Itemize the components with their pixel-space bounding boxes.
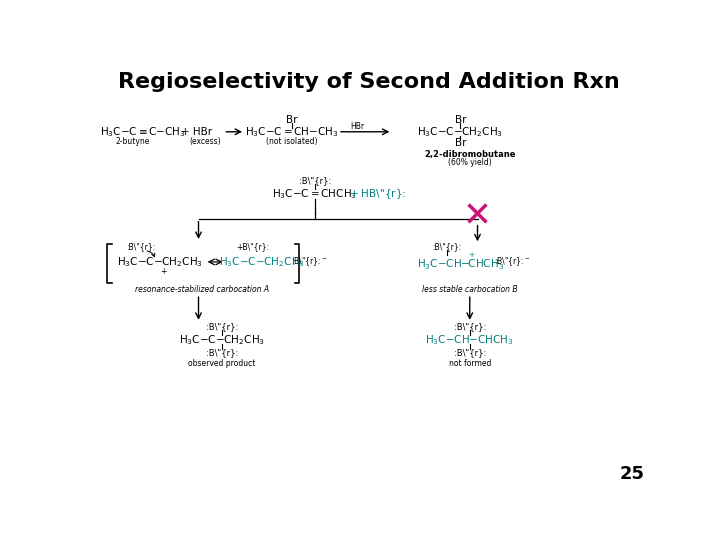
Text: :B\"{r}:: :B\"{r}: [432, 242, 461, 251]
Text: HBr: HBr [351, 122, 364, 131]
Text: Br: Br [286, 115, 297, 125]
Text: +: + [161, 267, 167, 275]
Text: Regioselectivity of Second Addition Rxn: Regioselectivity of Second Addition Rxn [118, 72, 620, 92]
Text: H$_3$C$-$C$-$CH$_2$CH$_3$: H$_3$C$-$C$-$CH$_2$CH$_3$ [418, 125, 503, 139]
Text: H$_3$C$-$C$-$CH$_2$CH$_3$: H$_3$C$-$C$-$CH$_2$CH$_3$ [117, 255, 203, 269]
Text: H$_3$C$-$C$-$CH$_2$CH$_3$: H$_3$C$-$C$-$CH$_2$CH$_3$ [219, 255, 305, 269]
Text: H$_3$C$-$C$-$CH$_2$CH$_3$: H$_3$C$-$C$-$CH$_2$CH$_3$ [179, 334, 265, 347]
Text: :B\"{r}:: :B\"{r}: [126, 242, 155, 251]
Text: 25: 25 [620, 465, 645, 483]
Text: less stable carbocation B: less stable carbocation B [422, 285, 518, 294]
Text: :B\"{r}:: :B\"{r}: [206, 322, 238, 331]
Text: :B\"{r}:: :B\"{r}: [454, 348, 486, 357]
Text: :B\"{r}:$^-$: :B\"{r}:$^-$ [292, 255, 328, 268]
Text: H$_3$C$-$C$=$CH$-$CH$_3$: H$_3$C$-$C$=$CH$-$CH$_3$ [245, 125, 338, 139]
Text: H$_3$C$-$C$\equiv$C$-$CH$_3$: H$_3$C$-$C$\equiv$C$-$CH$_3$ [100, 125, 186, 139]
Text: (excess): (excess) [189, 137, 220, 146]
Text: 2,2-dibromobutane: 2,2-dibromobutane [424, 150, 516, 159]
Text: (not isolated): (not isolated) [266, 137, 318, 146]
FancyArrowPatch shape [147, 251, 155, 256]
Text: not formed: not formed [449, 359, 491, 368]
Text: Br: Br [455, 115, 467, 125]
Text: Br: Br [455, 138, 467, 149]
Text: $+$ HB\"{r}:: $+$ HB\"{r}: [348, 187, 405, 201]
Text: resonance-stabilized carbocation A: resonance-stabilized carbocation A [135, 285, 269, 294]
Text: :B\"{r}:$^-$: :B\"{r}:$^-$ [495, 255, 531, 268]
Text: H$_3$C$-$C$=$CHCH$_3$: H$_3$C$-$C$=$CHCH$_3$ [272, 187, 357, 201]
Text: +B\"{r}:: +B\"{r}: [236, 242, 269, 251]
Text: :B\"{r}:: :B\"{r}: [454, 322, 486, 331]
Text: H$_3$C$-$CH$-$CHCH$_3$: H$_3$C$-$CH$-$CHCH$_3$ [426, 334, 514, 347]
Text: observed product: observed product [188, 359, 256, 368]
Text: + HBr: + HBr [181, 127, 212, 137]
Text: :B\"{r}:: :B\"{r}: [299, 176, 331, 185]
Text: 2-butyne: 2-butyne [115, 137, 150, 146]
Text: :B\"{r}:: :B\"{r}: [206, 348, 238, 357]
Text: H$_3$C$-$CH$-\!\overset{+}{\rm C}$HCH$_3$: H$_3$C$-$CH$-\!\overset{+}{\rm C}$HCH$_3… [417, 252, 504, 272]
Text: (60% yield): (60% yield) [448, 158, 492, 167]
